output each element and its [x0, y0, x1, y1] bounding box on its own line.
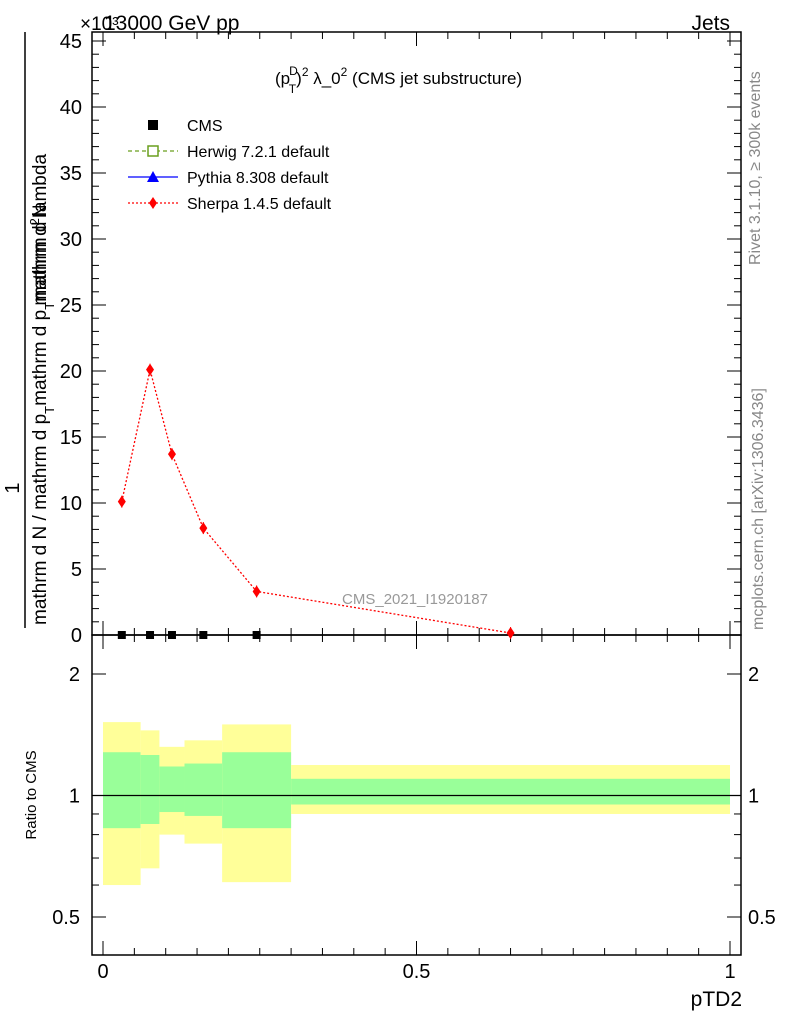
- ratio-green-band-0: [103, 752, 141, 829]
- cms-point: [117, 631, 126, 639]
- main-ytick-label: 10: [60, 493, 82, 515]
- xtick-label: 0: [97, 961, 108, 983]
- legend-label: CMS: [187, 118, 223, 135]
- mcplots-label: mcplots.cern.ch [arXiv:1306.3436]: [750, 388, 767, 630]
- main-ytick-label: 30: [60, 229, 82, 251]
- ratio-y-ticks: 0.5 0.5 1 1 2 2: [52, 664, 776, 929]
- x-axis-label: pTD2: [691, 988, 742, 1011]
- legend-label: Sherpa 1.4.5 default: [187, 196, 332, 213]
- sherpa-point: [117, 495, 126, 508]
- ratio-green-band-5: [291, 778, 730, 805]
- cms-point: [167, 631, 176, 639]
- collision-title: 13000 GeV pp: [104, 12, 239, 35]
- legend-label: Herwig 7.2.1 default: [187, 144, 330, 161]
- cms-series: [117, 631, 261, 639]
- y-label-top: mathrm d2N: [27, 204, 51, 305]
- ratio-ytick-label-right: 2: [748, 664, 759, 686]
- main-ytick-label: 45: [60, 31, 82, 53]
- sherpa-line: [121, 369, 511, 634]
- legend-marker-diamond: [149, 197, 157, 209]
- legend-item: CMS: [148, 118, 223, 135]
- rivet-label: Rivet 3.1.10, ≥ 300k events: [747, 71, 764, 265]
- xtick-label: 0.5: [403, 961, 431, 983]
- ratio-ytick-label-left: 0.5: [52, 907, 80, 929]
- y-label-denominator: mathrm d N / mathrm d pTmathrm d pTmathr…: [30, 154, 57, 625]
- ratio-y-axis-label: Ratio to CMS: [23, 750, 40, 839]
- sherpa-point: [252, 585, 261, 598]
- plot-title: (pD T)2 λ_02 (CMS jet substructure): [275, 64, 522, 96]
- ratio-green-band-2: [159, 766, 185, 813]
- main-ytick-label: 40: [60, 97, 82, 119]
- ratio-ytick-label-right: 0.5: [748, 907, 776, 929]
- sherpa-point: [506, 627, 515, 640]
- main-ytick-label: 0: [71, 625, 82, 647]
- sherpa-point: [167, 448, 176, 461]
- main-ytick-label: 35: [60, 163, 82, 185]
- legend: CMS Herwig 7.2.1 default Pythia 8.308 defa…: [128, 118, 332, 213]
- legend-label: Pythia 8.308 default: [187, 170, 329, 187]
- main-ytick-label: 15: [60, 427, 82, 449]
- legend-marker-triangle: [147, 171, 159, 182]
- sherpa-series: [117, 363, 515, 640]
- ratio-green-band-4: [222, 752, 292, 829]
- cms-point: [199, 631, 208, 639]
- legend-item: Herwig 7.2.1 default: [128, 144, 330, 161]
- main-ytick-label: 20: [60, 361, 82, 383]
- main-y-ticks: 0 5 10 15 20 25 30 35 40 45: [60, 31, 741, 647]
- xtick-label: 1: [724, 961, 735, 983]
- ratio-bands: [103, 722, 730, 886]
- legend-item: Sherpa 1.4.5 default: [128, 196, 332, 213]
- cms-point: [252, 631, 261, 639]
- legend-item: Pythia 8.308 default: [128, 170, 329, 187]
- y-label-numerator: 1: [2, 482, 24, 493]
- ratio-green-band-3: [184, 763, 223, 816]
- cms-point: [146, 631, 155, 639]
- ratio-ytick-label-left: 1: [69, 786, 80, 808]
- ratio-green-band-1: [140, 754, 160, 824]
- sherpa-point: [199, 522, 208, 535]
- ratio-ytick-label-left: 2: [69, 664, 80, 686]
- main-y-axis-label: 1 mathrm d2N mathrm d N / mathrm d pTmat…: [2, 32, 57, 628]
- legend-marker-square: [148, 120, 158, 130]
- sherpa-point: [146, 363, 155, 376]
- main-ytick-label: 25: [60, 295, 82, 317]
- analysis-tag: CMS_2021_I1920187: [342, 591, 488, 608]
- y-exponent-label: ×10³: [80, 14, 119, 35]
- main-ytick-label: 5: [71, 559, 82, 581]
- jets-title: Jets: [691, 12, 730, 35]
- x-ticks: 0 0.5 1: [97, 32, 736, 983]
- ratio-ytick-label-right: 1: [748, 786, 759, 808]
- legend-marker-open-square: [147, 145, 159, 157]
